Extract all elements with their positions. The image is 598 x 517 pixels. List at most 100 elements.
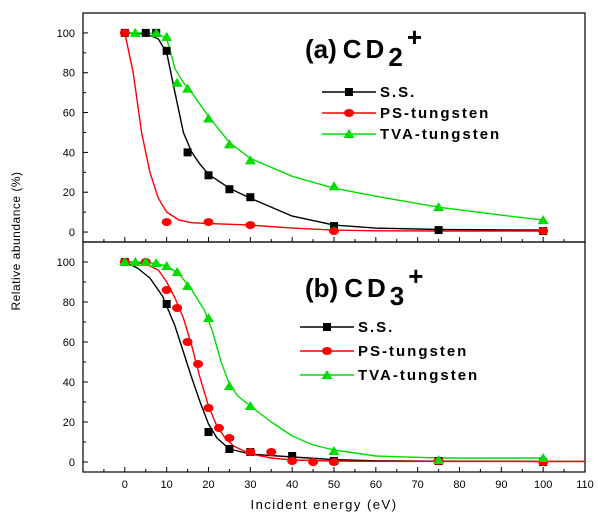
data-point-circle	[287, 457, 298, 465]
y-tick-label: 0	[69, 457, 75, 469]
data-point-triangle	[328, 446, 340, 455]
y-tick-label: 60	[63, 108, 75, 120]
data-point-square	[225, 445, 234, 453]
data-point-triangle	[150, 258, 162, 267]
x-tick-label: 60	[370, 479, 382, 491]
data-point-circle	[203, 404, 214, 412]
data-point-triangle	[161, 31, 173, 41]
x-tick-label: 80	[453, 479, 465, 491]
y-tick-label: 60	[63, 337, 75, 349]
panel-title: (a) CD2+	[305, 22, 422, 72]
data-point-square	[288, 452, 297, 460]
x-tick-label: 90	[495, 479, 507, 491]
legend-marker-circle	[322, 347, 332, 355]
data-point-triangle	[433, 202, 445, 212]
data-point-triangle	[129, 257, 141, 266]
species-superscript: +	[408, 261, 423, 291]
data-point-triangle	[433, 455, 445, 464]
x-tick-label: 20	[202, 479, 214, 491]
legend-label: S.S.	[358, 319, 394, 336]
data-point-triangle	[140, 257, 152, 266]
legend-label: PS-tungsten	[380, 105, 490, 122]
legend-marker-circle	[344, 109, 354, 117]
x-tick-label: 70	[412, 479, 424, 491]
data-point-triangle	[171, 77, 183, 87]
legend-marker-square	[345, 88, 353, 96]
data-point-triangle	[150, 27, 162, 37]
data-point-triangle	[203, 313, 214, 322]
data-point-circle	[224, 434, 235, 442]
x-tick-label: 100	[534, 479, 552, 491]
data-point-circle	[329, 227, 339, 236]
legend-label: S.S.	[380, 84, 416, 101]
x-tick-label: 50	[328, 479, 340, 491]
fit-line-circle	[124, 32, 544, 232]
data-point-circle	[245, 448, 256, 456]
data-point-triangle	[182, 281, 194, 290]
x-tick-label: 30	[244, 479, 256, 491]
data-point-circle	[308, 458, 319, 466]
data-point-triangle	[182, 83, 194, 93]
data-point-triangle	[171, 267, 183, 276]
legend-label: PS-tungsten	[358, 343, 468, 360]
data-point-square	[162, 300, 171, 308]
legend-marker-triangle	[321, 370, 333, 379]
panel-label: (a)	[305, 34, 337, 64]
data-point-circle	[182, 338, 193, 346]
species-subscript: 2	[388, 42, 402, 72]
panel-label: (b)	[305, 273, 338, 303]
data-point-square	[204, 171, 213, 180]
species-label: CD	[343, 34, 389, 64]
data-point-triangle	[161, 261, 173, 270]
panel-a: 0 20 40 60 80 100 (a) CD2+ S.S. PS-tungsten TVA-tu…	[57, 12, 586, 243]
panel-title: (b) CD3+	[305, 261, 423, 311]
legend-marker-triangle	[343, 129, 355, 138]
panel-b: 0 20 40 60 80 100 0 10 20 30 40 50 60 70 80 90 100 110 (b)…	[57, 241, 594, 491]
data-point-circle	[193, 360, 204, 368]
legend-marker-square	[323, 323, 331, 331]
data-point-circle	[245, 221, 256, 230]
data-point-circle	[172, 304, 183, 312]
x-tick-label: 110	[576, 479, 594, 491]
y-tick-label: 100	[57, 28, 75, 40]
legend: S.S. PS-tungsten TVA-tungsten	[300, 319, 477, 384]
data-point-circle	[119, 28, 130, 37]
species-subscript: 3	[390, 281, 404, 311]
data-point-circle	[538, 227, 549, 236]
data-point-square	[225, 185, 234, 194]
fit-line-circle	[124, 261, 585, 463]
data-point-square	[434, 226, 443, 235]
data-point-circle	[213, 424, 224, 432]
species-superscript: +	[407, 22, 422, 52]
x-axis-label: Incident energy (eV)	[250, 497, 397, 512]
x-tick-label: 0	[122, 479, 128, 491]
data-point-circle	[161, 286, 172, 294]
data-point-square	[330, 222, 338, 231]
y-tick-label: 100	[57, 257, 75, 269]
legend: S.S. PS-tungsten TVA-tungsten	[322, 84, 501, 143]
x-tick-label: 40	[286, 479, 298, 491]
data-point-circle	[203, 218, 214, 227]
data-point-triangle	[244, 155, 256, 165]
data-point-triangle	[129, 27, 141, 37]
data-point-triangle	[244, 401, 256, 410]
y-tick-label: 0	[69, 227, 75, 239]
data-point-square	[204, 428, 213, 436]
y-tick-label: 20	[63, 187, 75, 199]
data-point-circle	[329, 458, 339, 466]
y-tick-label: 20	[63, 417, 75, 429]
data-point-triangle	[223, 139, 235, 149]
legend-label: TVA-tungsten	[380, 126, 501, 143]
y-tick-label: 40	[63, 147, 75, 159]
data-point-circle	[266, 448, 277, 456]
fit-line-square	[124, 32, 544, 231]
y-tick-label: 40	[63, 377, 75, 389]
y-tick-label: 80	[63, 297, 75, 309]
data-point-square	[162, 46, 171, 55]
x-tick-label: 10	[161, 479, 173, 491]
y-axis-label: Relative abundance (%)	[9, 171, 23, 310]
data-point-square	[183, 148, 192, 157]
data-point-triangle	[119, 257, 131, 266]
data-point-triangle	[537, 215, 549, 225]
